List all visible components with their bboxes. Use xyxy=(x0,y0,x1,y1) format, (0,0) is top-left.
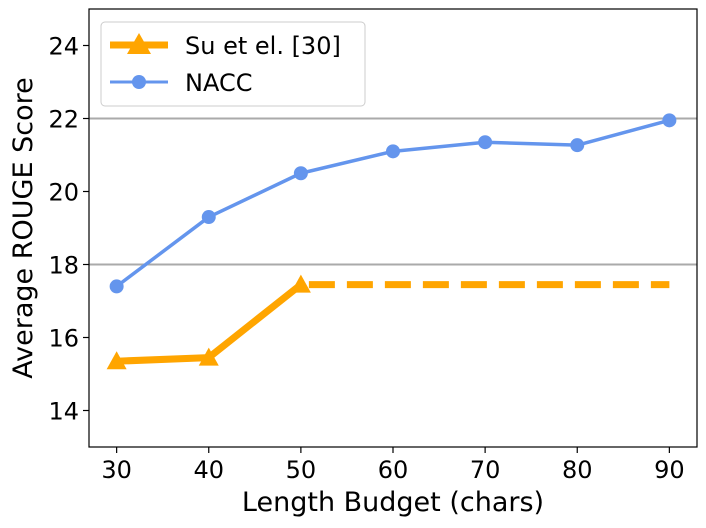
point-nacc xyxy=(478,135,493,150)
series-layer xyxy=(106,113,677,370)
legend: Su et el. [30] NACC xyxy=(100,21,366,107)
x-tick-label: 90 xyxy=(654,456,685,484)
y-tick-label: 22 xyxy=(48,106,79,134)
reference-lines xyxy=(89,117,697,266)
point-nacc xyxy=(570,138,585,153)
x-tick-label: 60 xyxy=(378,456,409,484)
legend-label-nacc: NACC xyxy=(185,69,252,97)
legend-label-su: Su et el. [30] xyxy=(185,32,341,60)
y-axis: 14 16 18 20 22 24 xyxy=(48,33,89,426)
y-tick-label: 20 xyxy=(48,179,79,207)
x-tick-label: 50 xyxy=(286,456,317,484)
point-nacc xyxy=(293,166,308,181)
y-tick-label: 14 xyxy=(48,398,79,426)
x-tick-label: 70 xyxy=(470,456,501,484)
x-tick-label: 40 xyxy=(193,456,224,484)
x-tick-label: 80 xyxy=(562,456,593,484)
point-su xyxy=(290,274,311,293)
legend-marker-su xyxy=(127,33,151,54)
point-nacc xyxy=(662,113,677,128)
legend-marker-nacc xyxy=(132,75,146,89)
point-nacc xyxy=(386,144,400,159)
y-axis-label: Average ROUGE Score xyxy=(8,77,39,378)
point-su xyxy=(198,347,219,366)
y-tick-label: 18 xyxy=(48,252,79,280)
point-nacc xyxy=(201,210,216,225)
y-tick-label: 16 xyxy=(48,325,79,353)
point-su xyxy=(106,351,127,370)
x-tick-label: 30 xyxy=(101,456,132,484)
point-nacc xyxy=(109,279,124,294)
x-axis: 30 40 50 60 70 80 90 xyxy=(101,447,685,484)
x-axis-label: Length Budget (chars) xyxy=(242,487,544,518)
y-tick-label: 24 xyxy=(48,33,79,61)
